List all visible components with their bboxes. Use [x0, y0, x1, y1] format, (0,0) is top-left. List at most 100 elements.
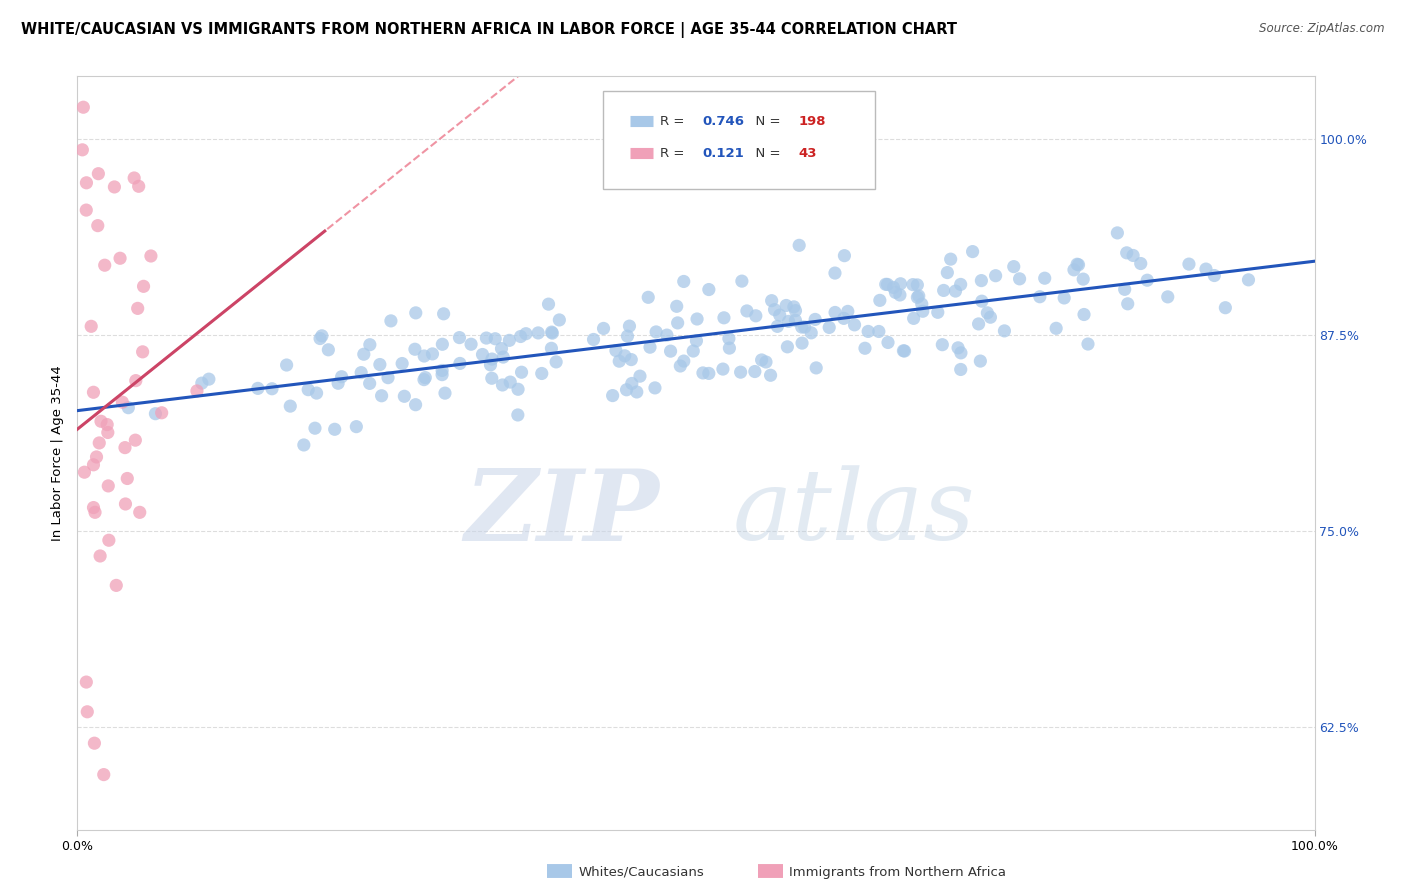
Point — [949, 362, 972, 376]
Point — [93, 258, 115, 272]
Point — [745, 309, 768, 323]
Point — [1045, 321, 1067, 335]
Point — [186, 384, 208, 398]
Point — [97, 533, 120, 548]
Point — [1114, 282, 1136, 296]
Point — [311, 328, 333, 343]
Point — [479, 358, 502, 372]
Point — [868, 325, 890, 339]
Text: N =: N = — [747, 146, 785, 160]
Point — [82, 458, 104, 472]
Text: R =: R = — [659, 146, 689, 160]
Point — [132, 279, 155, 293]
Point — [901, 277, 924, 292]
Point — [1116, 297, 1139, 311]
Point — [766, 319, 789, 334]
Point — [430, 368, 453, 382]
Text: R =: R = — [659, 115, 689, 128]
Point — [936, 266, 959, 280]
Point — [911, 297, 934, 311]
Point — [93, 767, 115, 781]
Point — [905, 290, 928, 304]
Point — [946, 341, 969, 355]
Point — [659, 344, 682, 359]
Point — [1195, 262, 1218, 277]
Point — [87, 167, 110, 181]
Point — [1215, 301, 1237, 315]
Point — [370, 389, 392, 403]
Point — [75, 176, 97, 190]
Point — [72, 100, 94, 114]
Point — [602, 388, 624, 402]
Point — [122, 171, 145, 186]
Point — [391, 357, 413, 371]
Point — [1115, 245, 1137, 260]
Point — [127, 301, 149, 316]
Point — [84, 505, 107, 519]
Point — [949, 277, 972, 292]
Point — [117, 401, 139, 415]
Point — [785, 303, 807, 318]
Point — [498, 334, 520, 348]
Point — [717, 332, 740, 346]
Point — [82, 500, 104, 515]
Point — [276, 358, 298, 372]
Point — [907, 289, 929, 303]
Text: 198: 198 — [799, 115, 827, 128]
Point — [89, 436, 111, 450]
Point — [475, 331, 498, 345]
Point — [607, 354, 630, 368]
Point — [731, 274, 754, 288]
Point — [1077, 337, 1099, 351]
Point — [96, 417, 118, 432]
Point — [744, 365, 766, 379]
Point — [1053, 291, 1076, 305]
Point — [527, 326, 550, 340]
Point — [449, 356, 471, 370]
Point — [546, 355, 568, 369]
Text: N =: N = — [747, 115, 785, 128]
Point — [976, 306, 998, 320]
Point — [672, 275, 695, 289]
Point — [1136, 273, 1159, 287]
Point — [1073, 308, 1095, 322]
Point — [645, 325, 668, 339]
Point — [763, 302, 786, 317]
Point — [927, 305, 949, 319]
Point — [824, 305, 846, 319]
Point — [114, 497, 136, 511]
Point — [1107, 226, 1129, 240]
Point — [790, 320, 813, 334]
Point — [481, 352, 503, 367]
Point — [984, 268, 1007, 283]
Point — [1178, 257, 1201, 271]
Point — [778, 314, 800, 328]
Point — [359, 376, 381, 391]
Point — [613, 349, 636, 363]
Point — [330, 369, 353, 384]
Point — [304, 421, 326, 435]
Point — [131, 344, 153, 359]
Point — [818, 320, 841, 334]
Point — [967, 317, 990, 331]
Point — [1066, 257, 1088, 271]
Point — [1157, 290, 1180, 304]
Point — [1029, 290, 1052, 304]
Point — [430, 363, 453, 377]
Point — [460, 337, 482, 351]
Point — [637, 290, 659, 304]
Point — [993, 324, 1015, 338]
Point — [785, 313, 807, 327]
Point — [783, 300, 806, 314]
Point — [309, 332, 332, 346]
Point — [350, 366, 373, 380]
Point — [145, 407, 167, 421]
Point — [72, 143, 94, 157]
Point — [405, 306, 427, 320]
Point — [548, 313, 571, 327]
Point — [644, 381, 666, 395]
Point — [666, 316, 689, 330]
Point — [638, 340, 661, 354]
Point — [73, 465, 96, 479]
Point — [97, 479, 120, 493]
